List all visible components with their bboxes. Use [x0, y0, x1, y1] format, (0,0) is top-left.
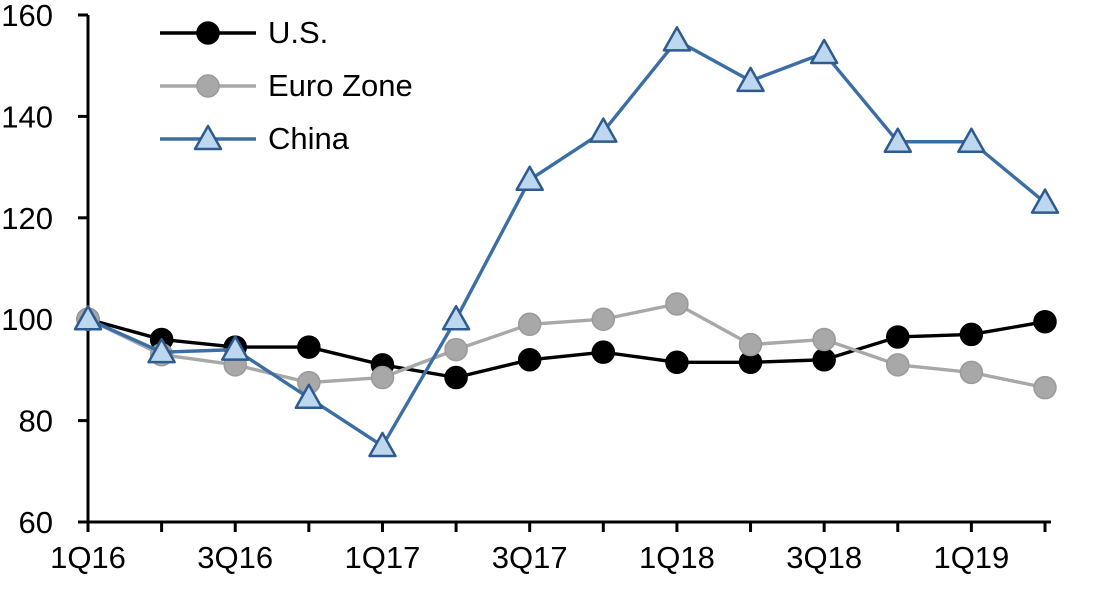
series-euro-zone — [76, 292, 1057, 400]
data-point-marker — [812, 348, 836, 372]
series-china — [73, 26, 1060, 458]
data-point-marker — [589, 117, 618, 143]
data-point-marker — [736, 66, 765, 93]
data-point-marker — [883, 127, 913, 153]
data-point-marker — [1030, 188, 1060, 214]
data-point-marker — [662, 26, 692, 52]
data-point-marker — [738, 332, 763, 357]
data-point-marker — [591, 307, 616, 331]
data-point-marker — [517, 348, 542, 372]
x-axis-tick-label: 3Q16 — [197, 540, 273, 575]
legend-marker-china-icon — [160, 124, 256, 150]
data-point-marker — [957, 127, 986, 153]
x-axis-tick-label: 1Q17 — [345, 540, 421, 575]
y-axis-tick-label: 60 — [19, 505, 53, 540]
data-point-marker — [370, 365, 395, 390]
chart-legend: U.S. Euro Zone China — [158, 6, 413, 165]
data-point-marker — [294, 383, 324, 410]
x-axis-tick-label: 1Q19 — [933, 540, 1009, 575]
y-axis-tick-label: 120 — [1, 201, 53, 236]
data-point-marker — [196, 20, 220, 45]
data-point-marker — [665, 350, 689, 375]
legend-label-china: China — [268, 121, 349, 156]
legend-item-us: U.S. — [158, 6, 413, 59]
data-point-marker — [220, 335, 250, 361]
data-point-marker — [809, 38, 839, 65]
y-axis-tick-label: 140 — [1, 99, 53, 134]
data-point-marker — [444, 365, 468, 390]
data-point-marker — [196, 73, 220, 98]
data-point-marker — [886, 325, 910, 349]
y-axis-tick-label: 80 — [19, 404, 53, 439]
data-point-marker — [1033, 375, 1057, 400]
data-point-marker — [959, 360, 984, 385]
data-point-marker — [959, 322, 984, 347]
legend-marker-us-icon — [160, 20, 256, 45]
data-point-marker — [665, 292, 689, 316]
data-point-marker — [193, 124, 223, 150]
legend-marker-euro-zone-icon — [160, 73, 256, 98]
legend-item-china: China — [158, 112, 413, 165]
axes: 60 80 100 120 140 160 1Q16 3Q16 1Q17 3Q17 1Q18 3Q18… — [1, 0, 1051, 575]
data-point-marker — [147, 337, 176, 364]
data-point-marker — [297, 335, 321, 359]
x-axis-tick-label: 3Q18 — [786, 540, 862, 575]
data-point-marker — [517, 312, 542, 337]
data-point-marker — [444, 337, 468, 362]
series-line — [86, 302, 1047, 390]
data-point-marker — [886, 353, 910, 377]
data-point-marker — [591, 340, 616, 364]
y-axis-tick-label: 100 — [1, 302, 53, 337]
series-line — [86, 317, 1047, 380]
data-point-marker — [441, 304, 471, 331]
data-point-marker — [1033, 309, 1057, 334]
x-axis-tick-label: 1Q16 — [50, 540, 126, 575]
data-point-marker — [73, 304, 103, 331]
legend-label-euro-zone: Euro Zone — [268, 68, 413, 103]
x-axis-tick-label: 1Q18 — [639, 540, 715, 575]
legend-label-us: U.S. — [268, 15, 329, 50]
data-point-marker — [515, 165, 544, 192]
legend-item-euro-zone: Euro Zone — [158, 59, 413, 112]
x-axis-tick-label: 3Q17 — [492, 540, 568, 575]
y-axis-tick-label: 160 — [1, 0, 53, 33]
data-point-marker — [368, 431, 397, 458]
data-point-marker — [812, 327, 836, 352]
